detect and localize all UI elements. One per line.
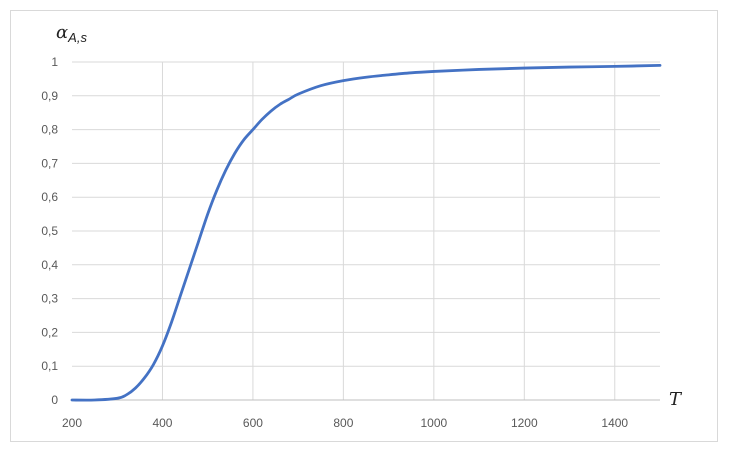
y-tick-label: 0,5 bbox=[41, 224, 58, 238]
y-tick-label: 0,1 bbox=[41, 359, 58, 373]
x-tick-label: 600 bbox=[243, 416, 263, 430]
y-tick-label: 0,4 bbox=[41, 258, 58, 272]
y-tick-label: 0,6 bbox=[41, 190, 58, 204]
y-axis-label: αA,s bbox=[56, 22, 87, 45]
y-tick-label: 0,9 bbox=[41, 89, 58, 103]
x-tick-label: 800 bbox=[333, 416, 353, 430]
series-lines bbox=[72, 65, 660, 400]
series-line bbox=[72, 65, 660, 400]
y-tick-label: 1 bbox=[51, 55, 58, 69]
y-tick-label: 0,2 bbox=[41, 325, 58, 339]
x-axis-label: T bbox=[669, 389, 683, 410]
x-tick-label: 400 bbox=[152, 416, 172, 430]
y-tick-label: 0,7 bbox=[41, 156, 58, 170]
x-tick-label: 1400 bbox=[601, 416, 628, 430]
y-tick-labels: 0 0,1 0,2 0,3 0,4 0,5 0,6 0,7 0,8 0,9 1 bbox=[41, 55, 58, 407]
x-tick-labels: 200 400 600 800 1000 1200 1400 bbox=[62, 416, 628, 430]
y-tick-label: 0 bbox=[51, 393, 58, 407]
y-tick-label: 0,8 bbox=[41, 123, 58, 137]
x-tick-label: 1200 bbox=[511, 416, 538, 430]
x-tick-label: 1000 bbox=[420, 416, 447, 430]
x-tick-label: 200 bbox=[62, 416, 82, 430]
y-tick-label: 0,3 bbox=[41, 292, 58, 306]
